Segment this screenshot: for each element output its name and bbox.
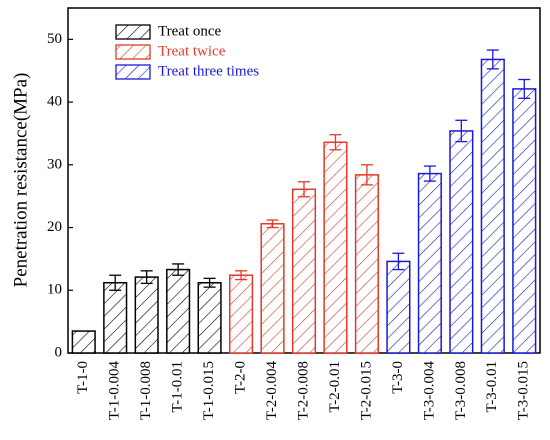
bar [260, 223, 285, 354]
error-bar [392, 252, 405, 271]
legend-label: Treat once [158, 23, 222, 39]
x-tick-label: T-2-0.01 [327, 361, 343, 413]
y-tick-label: 30 [47, 156, 62, 172]
x-tick-label: T-3-0.015 [516, 361, 532, 420]
error-bar [329, 134, 342, 151]
error-bar [298, 181, 310, 198]
bar [291, 188, 317, 354]
y-tick-label: 0 [55, 344, 63, 360]
error-bar [486, 49, 499, 70]
x-tick-label: T-2-0.004 [264, 361, 280, 421]
bar [449, 130, 474, 354]
bar [71, 330, 96, 354]
x-tick-label: T-2-0.008 [295, 361, 311, 420]
x-tick-label: T-1-0.015 [201, 361, 217, 420]
error-bar [203, 277, 216, 288]
legend-swatch [115, 64, 151, 80]
error-bar [235, 270, 248, 281]
y-axis-label: Penetration resistance(MPa) [10, 73, 31, 288]
x-tick-label: T-3-0 [390, 361, 406, 394]
legend-swatch [115, 24, 151, 40]
x-tick-label: T-3-0.004 [421, 361, 437, 421]
error-bar [172, 263, 185, 276]
bar [166, 268, 191, 354]
y-tick-label: 10 [47, 282, 62, 298]
bar [354, 174, 380, 354]
bar [417, 172, 442, 354]
bar [480, 58, 505, 354]
legend-label: Treat three times [158, 63, 259, 79]
x-tick-label: T-2-0 [233, 361, 249, 394]
legend-swatch [115, 44, 151, 60]
x-tick-label: T-3-0.008 [453, 361, 469, 420]
error-bar [109, 274, 122, 291]
bar [134, 276, 159, 354]
x-tick-label: T-2-0.015 [358, 361, 374, 420]
x-tick-label: T-3-0.01 [484, 361, 500, 413]
error-bar [423, 165, 436, 182]
error-bar [360, 164, 373, 186]
x-tick-label: T-1-0.01 [170, 361, 186, 413]
error-bar [518, 78, 531, 99]
x-tick-label: T-1-0.008 [138, 361, 154, 420]
error-bar [455, 119, 468, 143]
bar [323, 141, 348, 354]
error-bar [266, 219, 279, 229]
bar [512, 88, 537, 354]
y-tick-label: 40 [47, 94, 62, 110]
y-tick-label: 50 [47, 31, 62, 47]
bar [228, 274, 254, 354]
x-tick-label: T-1-0.004 [107, 361, 123, 421]
bar [197, 281, 222, 354]
legend-label: Treat twice [158, 43, 226, 59]
bar [103, 281, 128, 354]
y-tick-label: 20 [47, 219, 62, 235]
x-tick-label: T-1-0 [75, 361, 91, 394]
error-bar [140, 270, 153, 285]
bar [386, 260, 411, 354]
